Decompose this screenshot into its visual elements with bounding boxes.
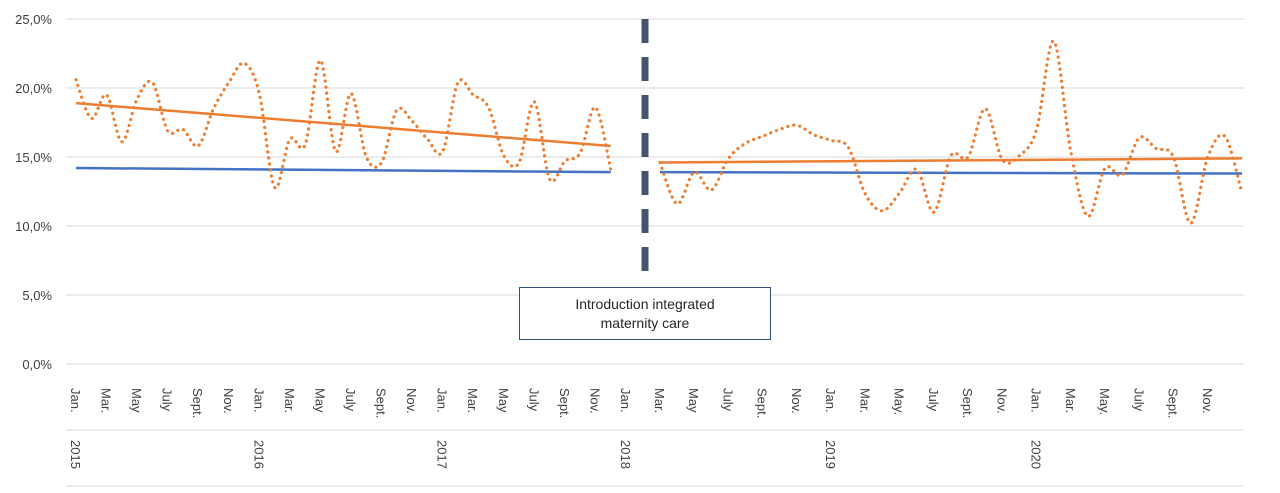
year-label: 2020 (1029, 440, 1044, 469)
x-tick-label: July (926, 388, 941, 412)
gridlines (66, 18, 1244, 487)
observed-series-line (74, 58, 613, 190)
x-tick-label: Sept. (190, 388, 205, 418)
x-tick-label: Nov. (994, 388, 1009, 414)
x-tick-label: Mar. (99, 388, 114, 413)
x-tick-label: Jan. (618, 388, 633, 413)
x-tick-label: Nov. (221, 388, 236, 414)
y-tick-label: 5,0% (22, 288, 52, 303)
year-label: 2015 (68, 440, 83, 469)
year-label: 2019 (823, 440, 838, 469)
y-tick-label: 10,0% (15, 219, 52, 234)
x-axis-ticks: Jan. Mar. May July Sept. Nov. Jan. Mar. May July S… (68, 388, 1215, 418)
x-tick-label: July (720, 388, 735, 412)
trend-line-blue (75, 166, 611, 174)
x-tick-label: Sept. (1166, 388, 1181, 418)
x-tick-label: Mar. (1063, 388, 1078, 413)
x-tick-label: Mar. (282, 388, 297, 413)
x-tick-label: Sept. (374, 388, 389, 418)
y-tick-label: 15,0% (15, 150, 52, 165)
intervention-annotation: Introduction integrated maternity care (519, 287, 771, 340)
x-tick-label: Jan. (68, 388, 83, 413)
series (74, 39, 1244, 225)
x-tick-label: May (129, 388, 144, 413)
x-tick-label: Mar. (652, 388, 667, 413)
trend-line-blue (659, 170, 1243, 175)
x-tick-label: July (1131, 388, 1146, 412)
x-tick-label: Jan. (1029, 388, 1044, 413)
y-tick-label: 25,0% (15, 12, 52, 27)
x-tick-label: July (343, 388, 358, 412)
year-labels: 2015 2016 2017 2018 2019 2020 (68, 440, 1044, 469)
trend-line-orange (75, 101, 611, 148)
x-tick-label: Nov. (587, 388, 602, 414)
year-label: 2018 (618, 440, 633, 469)
x-tick-label: Jan. (435, 388, 450, 413)
x-tick-label: Sept. (755, 388, 770, 418)
x-tick-label: Nov. (404, 388, 419, 414)
x-tick-label: Jan. (251, 388, 266, 413)
x-tick-label: May (496, 388, 511, 413)
year-label: 2016 (251, 440, 266, 469)
x-tick-label: Mar. (465, 388, 480, 413)
y-axis-ticks: 0,0% 5,0% 10,0% 15,0% 20,0% 25,0% (15, 12, 52, 372)
x-tick-label: May (312, 388, 327, 413)
observed-series-line (658, 39, 1244, 225)
y-tick-label: 0,0% (22, 357, 52, 372)
x-tick-label: Sept. (557, 388, 572, 418)
trend-line-orange (659, 157, 1243, 164)
x-tick-label: May. (1097, 388, 1112, 415)
x-tick-label: Sept. (960, 388, 975, 418)
x-tick-label: May (686, 388, 701, 413)
x-tick-label: May. (892, 388, 907, 415)
year-label: 2017 (435, 440, 450, 469)
x-tick-label: Mar. (857, 388, 872, 413)
x-tick-label: Nov. (1200, 388, 1215, 414)
x-tick-label: Nov. (789, 388, 804, 414)
x-tick-label: July (526, 388, 541, 412)
y-tick-label: 20,0% (15, 81, 52, 96)
x-tick-label: July (160, 388, 175, 412)
x-tick-label: Jan. (823, 388, 838, 413)
annotation-text: Introduction integrated maternity care (575, 295, 715, 331)
